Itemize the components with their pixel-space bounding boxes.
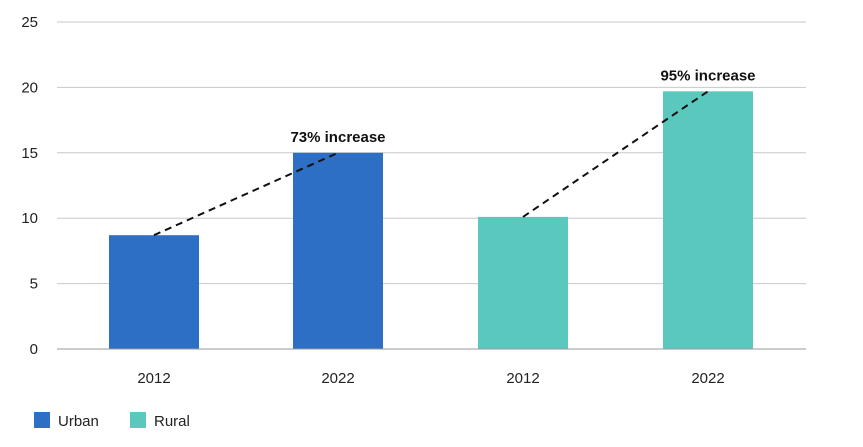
increase-label: 73% increase (290, 129, 385, 146)
legend-swatch-urban (34, 412, 50, 428)
y-tick-label: 15 (21, 145, 38, 162)
y-tick-label: 25 (21, 14, 38, 31)
bar-rural-2022 (663, 91, 753, 349)
y-tick-label: 0 (30, 341, 38, 358)
bar-urban-2012 (109, 235, 199, 349)
increase-dashed-line (153, 151, 339, 237)
increase-dashed-line (522, 90, 709, 218)
y-axis-tick-labels: 0 5 10 15 20 25 (21, 14, 38, 358)
x-tick-label: 2022 (321, 370, 354, 387)
y-tick-label: 10 (21, 210, 38, 227)
legend: Urban Rural (34, 412, 190, 430)
y-tick-label: 20 (21, 79, 38, 96)
x-tick-label: 2012 (137, 370, 170, 387)
bars (109, 91, 753, 349)
y-tick-label: 5 (30, 276, 38, 293)
legend-label-urban: Urban (58, 413, 99, 430)
bar-rural-2012 (478, 216, 568, 349)
x-axis-tick-labels: 2012 2022 2012 2022 (137, 370, 724, 387)
x-tick-label: 2022 (691, 370, 724, 387)
bar-urban-2022 (293, 152, 383, 349)
increase-label: 95% increase (660, 67, 755, 84)
x-tick-label: 2012 (506, 370, 539, 387)
legend-swatch-rural (130, 412, 146, 428)
increase-annotations: 73% increase 95% increase (153, 67, 756, 237)
legend-label-rural: Rural (154, 413, 190, 430)
